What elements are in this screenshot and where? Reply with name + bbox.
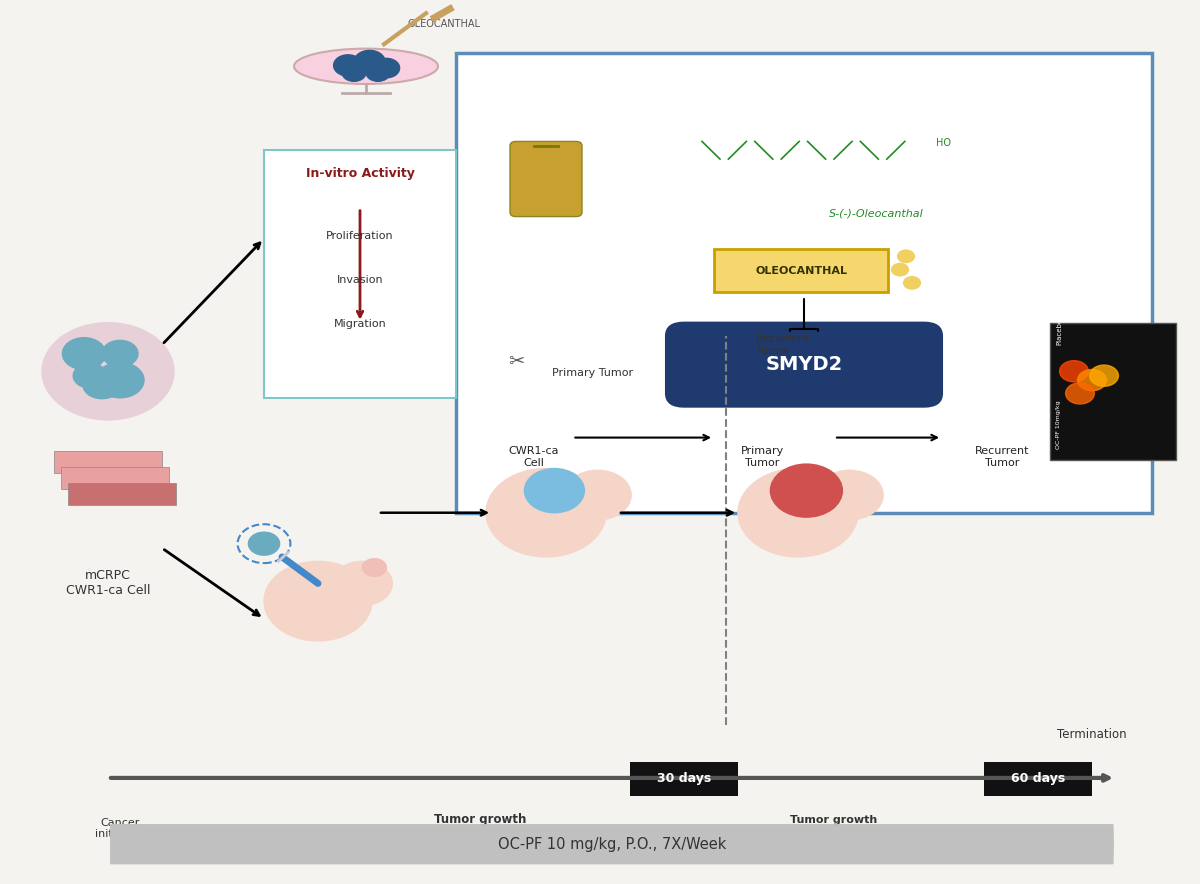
Ellipse shape [294, 49, 438, 84]
Text: OC-PF 10 mg/kg, P.O., 7X/Week: OC-PF 10 mg/kg, P.O., 7X/Week [498, 837, 726, 851]
Text: SMYD2: SMYD2 [766, 354, 842, 374]
Text: Invasion: Invasion [337, 275, 383, 285]
Circle shape [62, 338, 106, 370]
Circle shape [332, 561, 392, 606]
Text: Recurrent
Tumor: Recurrent Tumor [974, 446, 1030, 468]
Circle shape [362, 559, 386, 576]
FancyBboxPatch shape [61, 467, 169, 489]
FancyBboxPatch shape [68, 483, 176, 505]
Circle shape [354, 50, 385, 73]
FancyBboxPatch shape [1050, 323, 1176, 460]
Circle shape [342, 64, 366, 81]
Circle shape [770, 464, 842, 517]
FancyBboxPatch shape [264, 150, 456, 398]
FancyBboxPatch shape [984, 762, 1092, 796]
Circle shape [816, 470, 883, 520]
Circle shape [366, 64, 390, 81]
Circle shape [73, 363, 107, 388]
FancyBboxPatch shape [630, 762, 738, 796]
Circle shape [42, 323, 174, 420]
Text: mCRPC
CWR1-ca Cell: mCRPC CWR1-ca Cell [66, 569, 150, 598]
Circle shape [248, 532, 280, 555]
FancyBboxPatch shape [666, 323, 942, 407]
Text: CWR1-ca
Cell: CWR1-ca Cell [509, 446, 559, 468]
Text: S-(-)-Oleocanthal: S-(-)-Oleocanthal [829, 209, 923, 218]
Text: Primary
Tumor: Primary Tumor [740, 446, 784, 468]
Circle shape [904, 277, 920, 289]
Text: In-vitro Activity: In-vitro Activity [306, 167, 414, 179]
Text: ✂: ✂ [508, 352, 524, 371]
Text: Recurrent
Tumor: Recurrent Tumor [756, 334, 810, 355]
Circle shape [1078, 370, 1106, 391]
Text: HO: HO [936, 138, 952, 148]
Circle shape [486, 469, 606, 557]
Circle shape [102, 340, 138, 367]
Text: Proliferation: Proliferation [326, 231, 394, 240]
Circle shape [898, 250, 914, 263]
Text: Termination: Termination [1057, 728, 1127, 741]
Circle shape [524, 469, 584, 513]
Circle shape [892, 263, 908, 276]
Circle shape [373, 58, 400, 78]
Circle shape [264, 561, 372, 641]
Text: Tumor growth
(post-treatment): Tumor growth (post-treatment) [781, 815, 887, 836]
Circle shape [96, 362, 144, 398]
Text: 30 days: 30 days [656, 773, 712, 785]
Circle shape [564, 470, 631, 520]
Text: Migration: Migration [334, 319, 386, 329]
Text: OLEOCANTHAL: OLEOCANTHAL [408, 19, 480, 28]
Text: OC-PF 10mg/kg: OC-PF 10mg/kg [1056, 400, 1061, 449]
Circle shape [738, 469, 858, 557]
Text: Cancer
initiation: Cancer initiation [96, 818, 144, 839]
Text: Placebo: Placebo [1056, 318, 1062, 345]
Text: OLEOCANTHAL: OLEOCANTHAL [755, 265, 847, 276]
Text: Primary Tumor: Primary Tumor [552, 368, 634, 377]
FancyBboxPatch shape [456, 53, 1152, 513]
FancyBboxPatch shape [54, 451, 162, 473]
Text: Tumor growth: Tumor growth [434, 813, 526, 827]
Circle shape [1060, 361, 1088, 382]
Text: 60 days: 60 days [1010, 773, 1066, 785]
Circle shape [1066, 383, 1094, 404]
Circle shape [334, 55, 362, 76]
FancyBboxPatch shape [714, 249, 888, 292]
Circle shape [83, 370, 121, 399]
Circle shape [1090, 365, 1118, 386]
FancyBboxPatch shape [510, 141, 582, 217]
